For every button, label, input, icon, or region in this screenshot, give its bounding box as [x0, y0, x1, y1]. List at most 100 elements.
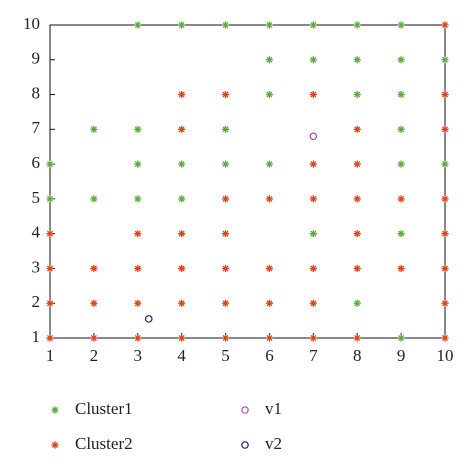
y-tick-label: 9 [32, 49, 41, 68]
point [134, 125, 142, 133]
point [353, 125, 361, 133]
point [265, 334, 274, 342]
y-tick-label: 3 [32, 257, 41, 276]
point [90, 299, 98, 307]
point [178, 195, 186, 203]
x-tick-label: 1 [46, 346, 55, 365]
point [397, 264, 405, 273]
point [397, 195, 405, 203]
legend-marker [51, 406, 59, 414]
x-tick-label: 4 [177, 346, 186, 365]
point [441, 125, 449, 133]
point [221, 334, 230, 342]
point [353, 299, 361, 307]
point [441, 56, 449, 64]
point [309, 230, 317, 238]
point [90, 195, 98, 203]
point [265, 90, 274, 99]
point [309, 132, 318, 141]
point [46, 264, 54, 273]
x-tick-label: 7 [309, 346, 318, 365]
point [353, 264, 361, 273]
point [397, 56, 405, 64]
y-tick-label: 8 [32, 83, 41, 102]
point [441, 160, 449, 168]
point [441, 21, 449, 29]
point [309, 195, 317, 203]
point [309, 56, 317, 64]
point [221, 195, 230, 203]
point [178, 299, 186, 307]
point [134, 264, 142, 273]
point [221, 299, 230, 307]
y-tick-label: 10 [23, 14, 40, 33]
point [221, 264, 230, 273]
y-tick-label: 2 [32, 292, 41, 311]
legend-label: Cluster2 [75, 434, 133, 453]
point [178, 264, 186, 273]
x-tick-label: 9 [397, 346, 406, 365]
point [178, 230, 186, 238]
point [309, 264, 317, 273]
point [221, 125, 230, 133]
point [46, 230, 54, 238]
point [397, 125, 405, 133]
point [221, 160, 230, 168]
point [397, 21, 405, 29]
point [353, 160, 361, 168]
y-tick-label: 5 [32, 188, 41, 207]
point [397, 90, 405, 99]
point [178, 125, 186, 133]
point [134, 334, 142, 342]
legend-label: v1 [265, 399, 282, 418]
point [441, 299, 449, 307]
x-tick-label: 5 [221, 346, 230, 365]
y-tick-label: 4 [32, 223, 41, 242]
point [90, 125, 98, 133]
point [265, 299, 274, 307]
y-tick-label: 6 [32, 153, 41, 172]
point [353, 21, 361, 29]
point [397, 230, 405, 238]
point [221, 90, 230, 99]
point [265, 264, 274, 273]
point [309, 160, 317, 168]
point [134, 195, 142, 203]
x-tick-label: 2 [90, 346, 99, 365]
x-tick-label: 10 [437, 346, 454, 365]
point [46, 160, 54, 168]
point [265, 56, 274, 64]
point [353, 90, 361, 99]
point [265, 195, 274, 203]
point [46, 334, 54, 342]
x-tick-label: 8 [353, 346, 362, 365]
point [441, 334, 449, 342]
point [309, 21, 317, 29]
legend-label: v2 [265, 434, 282, 453]
point [134, 21, 142, 29]
point [265, 21, 274, 29]
point [134, 299, 142, 307]
point [178, 334, 186, 342]
legend-label: Cluster1 [75, 399, 133, 418]
point [309, 90, 317, 99]
point [441, 195, 449, 203]
point [90, 334, 98, 342]
y-tick-label: 1 [32, 327, 41, 346]
legend-marker [241, 406, 249, 414]
point [178, 21, 186, 29]
point [353, 56, 361, 64]
point [353, 334, 361, 342]
y-tick-label: 7 [32, 118, 41, 137]
plot-frame [49, 24, 446, 339]
point [90, 264, 98, 273]
x-tick-label: 3 [134, 346, 143, 365]
point [441, 230, 449, 238]
point [441, 264, 449, 273]
point [353, 230, 361, 238]
point [397, 160, 405, 168]
point [46, 195, 54, 203]
point [144, 315, 153, 323]
point [309, 299, 317, 307]
